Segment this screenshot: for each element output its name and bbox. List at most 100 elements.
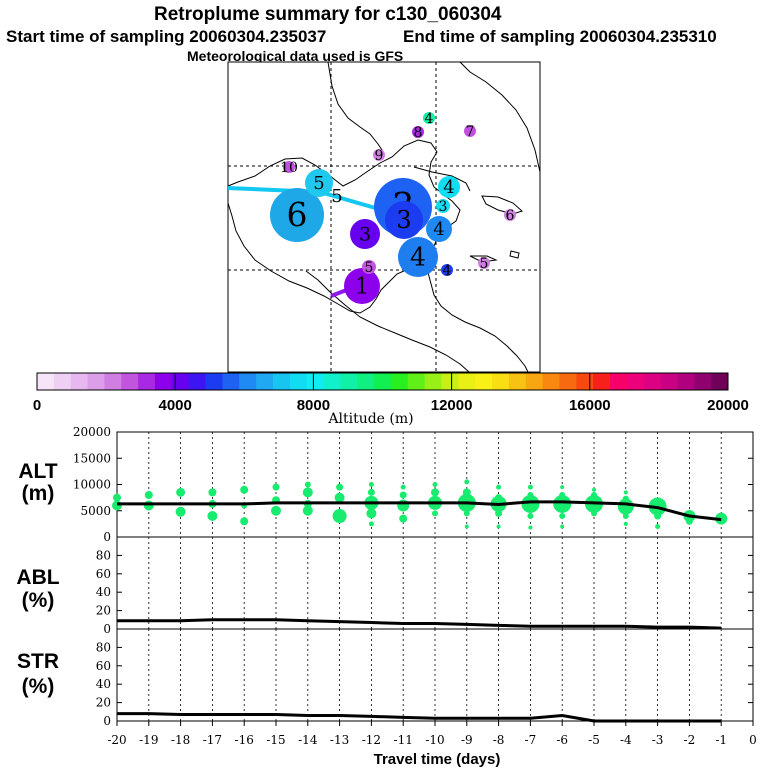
data-point <box>240 485 249 494</box>
cluster-marker <box>438 176 460 198</box>
cluster-label: 3 <box>359 223 371 245</box>
data-point <box>399 491 407 499</box>
colorbar-tick-label: 20000 <box>707 397 749 414</box>
cluster-label: 3 <box>439 199 448 215</box>
plume-clusters: 633441354351098746545 <box>227 111 516 304</box>
plume-cluster: 5 <box>305 169 333 197</box>
plume-cluster: 9 <box>373 148 385 164</box>
y-tick-label: 0 <box>103 714 111 728</box>
plume-cluster: 4 <box>398 237 438 277</box>
plume-cluster: 5 <box>362 260 376 276</box>
x-tick-label: -20 <box>107 733 126 747</box>
data-point <box>368 521 374 527</box>
colorbar-cell <box>188 373 207 390</box>
plume-cluster: 1 <box>344 268 380 304</box>
colorbar-cell <box>121 373 139 390</box>
cluster-marker <box>441 264 453 276</box>
x-tick-label: 0 <box>749 733 757 747</box>
x-tick-label: -10 <box>425 733 444 747</box>
cluster-label: 4 <box>410 243 426 272</box>
panel-label: ABL <box>16 566 59 589</box>
data-point <box>559 513 566 519</box>
y-tick-label: 40 <box>96 585 111 599</box>
data-point <box>400 484 406 490</box>
data-point <box>431 488 439 497</box>
x-tick-label: -6 <box>556 733 568 747</box>
colorbar-cell <box>323 373 341 390</box>
data-point <box>208 488 217 497</box>
data-point <box>397 499 410 512</box>
colorbar-cell <box>256 373 274 390</box>
colorbar-cell <box>104 373 122 390</box>
colorbar-cell <box>610 373 628 390</box>
colorbar-cell <box>222 373 240 390</box>
cluster-label: 10 <box>280 160 298 176</box>
data-point <box>592 487 596 492</box>
colorbar-cell <box>626 373 645 390</box>
colorbar-cell <box>138 373 156 390</box>
data-point <box>334 492 345 503</box>
colorbar-cell <box>239 373 257 390</box>
data-point <box>207 511 218 521</box>
map-grid <box>228 62 540 372</box>
x-tick-label: -3 <box>652 733 664 747</box>
cluster-label: 4 <box>443 177 454 198</box>
cluster-marker <box>385 201 423 239</box>
colorbar-cell <box>272 373 291 390</box>
panel-unit: (%) <box>22 675 55 698</box>
x-axis-label: Travel time (days) <box>374 751 501 768</box>
colorbar-cell <box>424 373 442 390</box>
series-line <box>117 618 722 630</box>
colorbar-cell <box>306 373 325 390</box>
panel-alt: 0 5000 10000 15000 20000 ALT(m) <box>18 425 754 544</box>
end-time-label: End time of sampling 20060304.235310 <box>403 27 717 46</box>
coastlines <box>227 61 541 373</box>
plume-cluster: 6 <box>270 188 324 242</box>
colorbar-cell <box>475 373 493 390</box>
cluster-marker <box>426 216 452 242</box>
panel-label: STR <box>17 650 59 673</box>
colorbar-cell <box>340 373 358 390</box>
y-tick-label: 5000 <box>80 504 111 518</box>
colorbar-cell <box>525 373 544 390</box>
colorbar-cell <box>593 373 611 390</box>
data-point <box>655 524 661 529</box>
y-tick-label: 40 <box>96 677 111 691</box>
colorbar-cells <box>37 373 729 390</box>
cluster-marker <box>305 169 333 197</box>
figure-title: Retroplume summary for c130_060304 <box>154 4 502 25</box>
start-time-label: Start time of sampling 20060304.235037 <box>6 27 326 46</box>
data-point <box>272 483 280 491</box>
plume-cluster: 10 <box>280 160 298 176</box>
colorbar-cell <box>390 373 409 390</box>
colorbar-cell <box>559 373 577 390</box>
data-point <box>623 490 628 495</box>
colorbar-tick-label: 12000 <box>431 397 473 414</box>
colorbar-cell <box>458 373 476 390</box>
colorbar-cell <box>357 373 375 390</box>
x-tick-label: -15 <box>266 733 285 747</box>
x-tick-label: -2 <box>684 733 696 747</box>
colorbar-tick-label: 8000 <box>297 397 330 414</box>
plume-cluster: 4 <box>438 176 460 198</box>
cluster-label: 5 <box>313 173 324 194</box>
cluster-label: 5 <box>480 256 489 272</box>
cluster-marker <box>398 237 438 277</box>
cluster-label: 1 <box>355 274 369 299</box>
map-panel: 633441354351098746545 <box>227 61 541 373</box>
data-point <box>336 483 344 491</box>
y-tick-label: 20 <box>96 604 111 618</box>
cluster-marker <box>350 219 380 249</box>
y-tick-label: 20000 <box>73 425 111 439</box>
x-tick-label: -9 <box>461 733 473 747</box>
cluster-label: 7 <box>466 124 475 140</box>
x-tick-label: -4 <box>620 733 632 747</box>
data-point <box>432 482 438 487</box>
data-point <box>553 494 572 513</box>
plume-cluster: 8 <box>412 125 424 141</box>
panel-str: 0 20 40 60 80 STR(%) <box>17 628 754 728</box>
cluster-marker <box>436 199 450 213</box>
data-point <box>304 481 311 488</box>
data-point <box>240 517 249 526</box>
cluster-label: 8 <box>414 125 423 141</box>
